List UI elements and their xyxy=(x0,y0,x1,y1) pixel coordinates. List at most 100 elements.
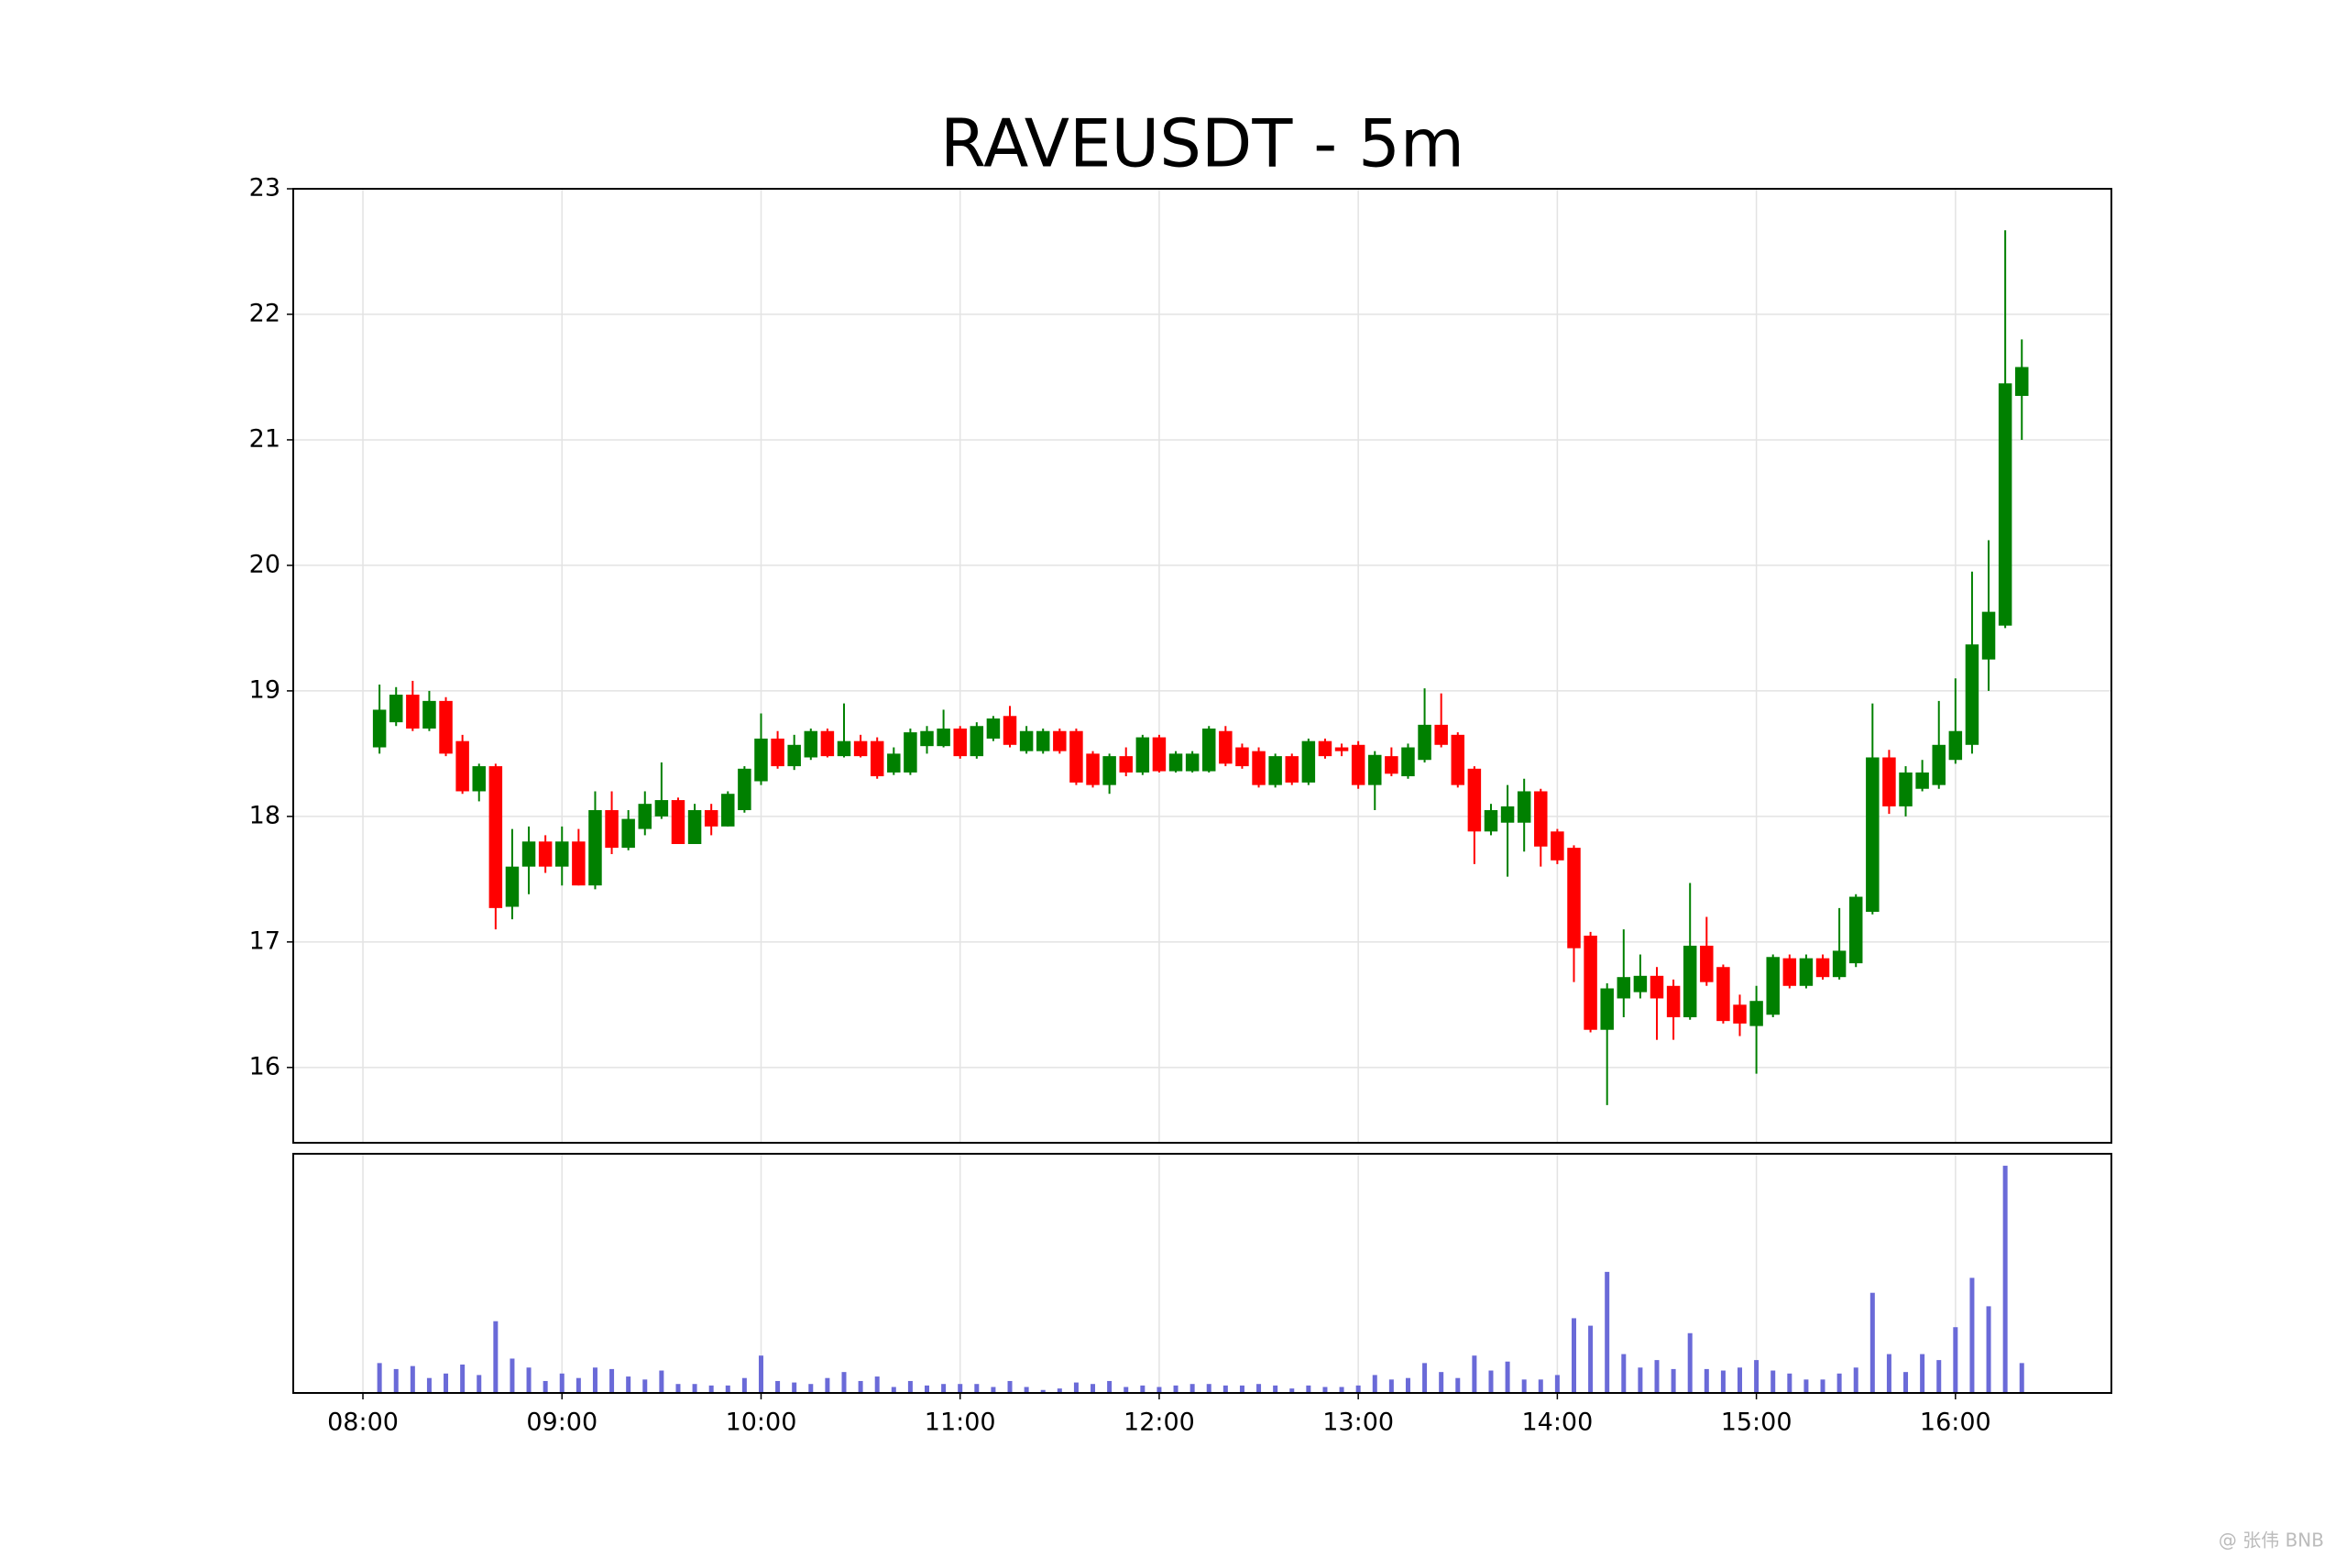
candle-body xyxy=(1633,975,1648,992)
candle-body xyxy=(970,726,984,757)
volume-bar xyxy=(510,1358,515,1393)
candle-body xyxy=(1484,810,1498,832)
volume-bar xyxy=(559,1373,565,1393)
candle-body xyxy=(1268,756,1282,785)
candle-body xyxy=(1301,740,1316,783)
volume-bar xyxy=(493,1321,499,1393)
x-tick-label: 14:00 xyxy=(1521,1409,1593,1437)
volume-bar xyxy=(1554,1375,1560,1393)
volume-bar xyxy=(609,1368,615,1393)
volume-bar xyxy=(1787,1373,1792,1393)
volume-bar xyxy=(377,1363,382,1393)
y-tick-label: 16 xyxy=(249,1052,280,1080)
volume-bar xyxy=(1107,1380,1113,1393)
volume-bar xyxy=(1057,1388,1062,1393)
volume-bar xyxy=(741,1377,747,1393)
candle-body xyxy=(704,810,718,827)
candle-body xyxy=(1584,935,1597,1030)
candle-body xyxy=(920,730,934,747)
candle-body xyxy=(654,800,669,817)
volume-bar xyxy=(1853,1367,1858,1393)
candle-body xyxy=(588,810,602,886)
price-frame xyxy=(292,188,2112,1144)
candle-body xyxy=(1418,724,1431,761)
volume-bar xyxy=(1538,1379,1543,1393)
volume-bar xyxy=(858,1380,863,1393)
volume-bar xyxy=(1289,1388,1295,1393)
candle-body xyxy=(1832,950,1847,978)
volume-bar xyxy=(1920,1354,1925,1393)
candle-body xyxy=(1135,737,1150,773)
candle-body xyxy=(1700,945,1714,982)
candle-body xyxy=(1882,757,1896,806)
candle-body xyxy=(1451,734,1465,785)
candle-body xyxy=(1666,985,1681,1018)
candle-body xyxy=(1617,977,1631,999)
candle-body xyxy=(1351,744,1365,785)
candle-body xyxy=(738,768,751,811)
volume-bar xyxy=(891,1387,896,1393)
candle-body xyxy=(1401,747,1415,777)
x-tick-label: 16:00 xyxy=(1920,1409,1991,1437)
candle-body xyxy=(771,738,784,767)
candle-body xyxy=(1948,730,1963,761)
candle-body xyxy=(1086,753,1100,785)
y-tick-label: 18 xyxy=(249,801,280,829)
candle-body xyxy=(1567,848,1581,948)
candle-body xyxy=(1932,744,1946,785)
candle-body xyxy=(1235,747,1249,767)
candle-body xyxy=(1334,747,1349,751)
candle-body xyxy=(1848,896,1863,964)
x-tick-label: 08:00 xyxy=(327,1409,399,1437)
volume-bar xyxy=(1007,1380,1013,1393)
volume-bar xyxy=(1455,1377,1461,1393)
volume-bar xyxy=(708,1385,714,1393)
candle-body xyxy=(1202,728,1216,772)
volume-bar xyxy=(1206,1384,1211,1393)
candle-body xyxy=(488,766,503,908)
candle-body xyxy=(904,732,917,773)
volume-bar xyxy=(1638,1367,1643,1393)
volume-bar xyxy=(1505,1361,1510,1393)
candle-body xyxy=(1517,791,1531,823)
volume-bar xyxy=(477,1375,482,1393)
candle-body xyxy=(853,740,868,757)
volume-bar xyxy=(659,1370,664,1393)
candle-body xyxy=(986,718,1001,739)
candle-body xyxy=(1600,988,1614,1030)
volume-bar xyxy=(941,1384,947,1393)
volume-bar xyxy=(1405,1377,1410,1393)
volume-bar xyxy=(1720,1370,1726,1393)
volume-bar xyxy=(393,1368,399,1393)
volume-bar xyxy=(958,1384,963,1393)
volume-bar xyxy=(1422,1363,1428,1393)
volume-bar xyxy=(1124,1387,1129,1393)
candle-body xyxy=(521,841,536,867)
candle-body xyxy=(687,810,702,845)
candle-body xyxy=(1219,730,1233,764)
volume-bar xyxy=(2002,1166,2008,1393)
candle-body xyxy=(953,728,967,757)
volume-bar xyxy=(1040,1389,1046,1393)
volume-bar xyxy=(1273,1385,1278,1393)
volume-bar xyxy=(1820,1379,1825,1393)
volume-bar xyxy=(1239,1385,1244,1393)
candle-body xyxy=(406,695,420,729)
chart-title: RAVEUSDT - 5m xyxy=(940,105,1464,182)
volume-bar xyxy=(1306,1385,1311,1393)
candle-body xyxy=(1053,730,1067,751)
volume-bar xyxy=(725,1385,730,1393)
volume-bar xyxy=(758,1355,763,1393)
volume-bar xyxy=(2019,1363,2024,1393)
volume-bar xyxy=(1605,1271,1610,1393)
volume-bar xyxy=(1140,1385,1146,1393)
x-tick-label: 15:00 xyxy=(1721,1409,1792,1437)
volume-bar xyxy=(1903,1372,1909,1393)
candle-body xyxy=(1551,831,1564,861)
volume-bar xyxy=(410,1365,415,1393)
volume-bar xyxy=(1770,1370,1776,1393)
volume-bar xyxy=(1322,1387,1328,1393)
volume-bar xyxy=(1472,1355,1477,1393)
